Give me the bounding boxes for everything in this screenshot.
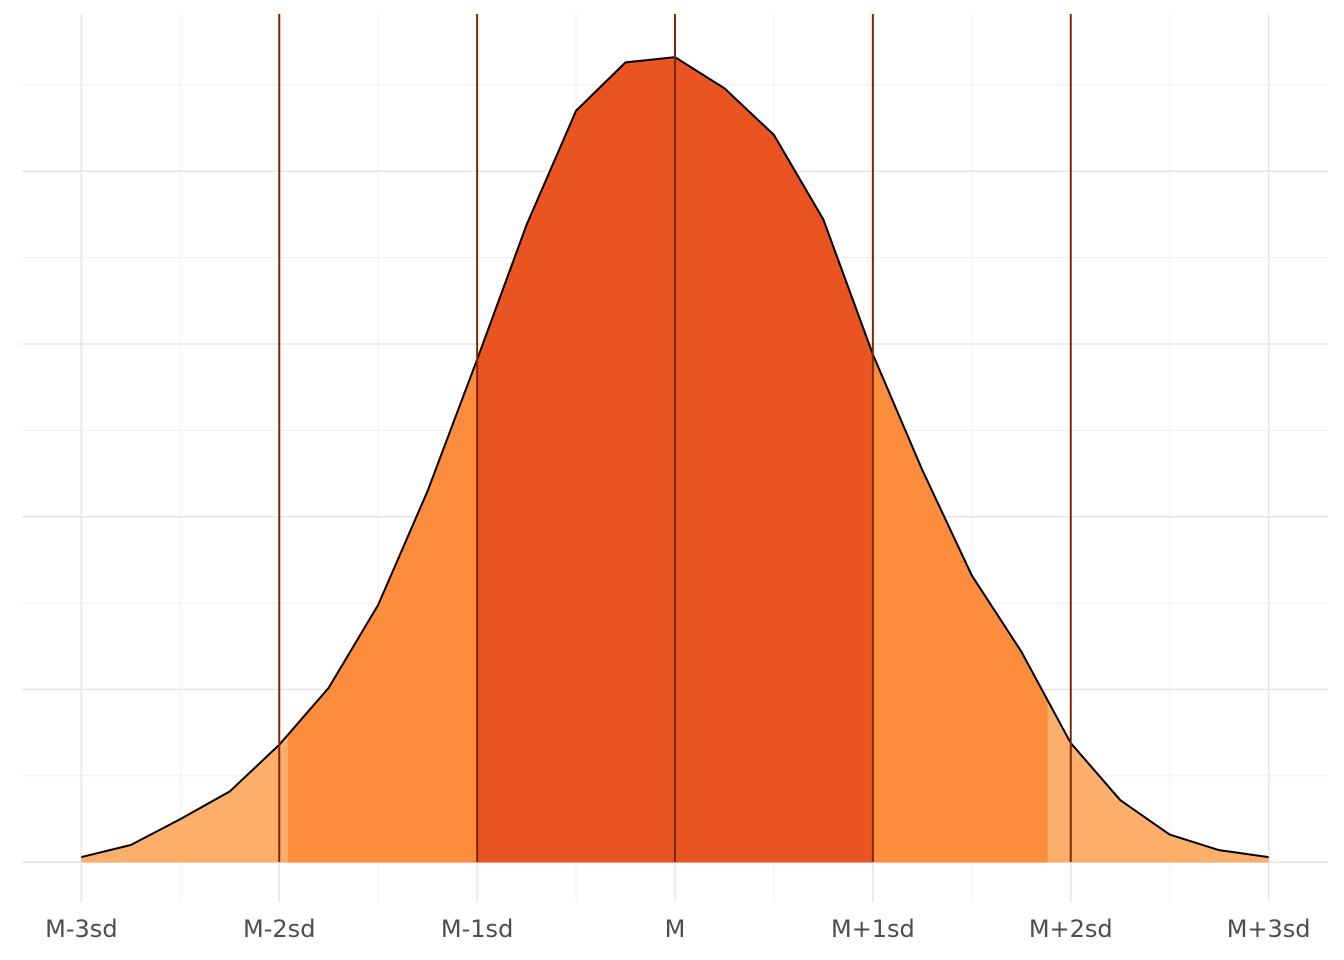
- x-tick-label: M+3sd: [1227, 915, 1311, 943]
- x-tick-label: M+1sd: [831, 915, 915, 943]
- x-tick-label: M+2sd: [1029, 915, 1113, 943]
- x-tick-label: M-2sd: [243, 915, 315, 943]
- density-region: [1047, 700, 1269, 863]
- x-tick-label: M-3sd: [45, 915, 117, 943]
- density-region: [81, 733, 289, 863]
- x-tick-label: M: [665, 915, 686, 943]
- x-tick-label: M-1sd: [441, 915, 513, 943]
